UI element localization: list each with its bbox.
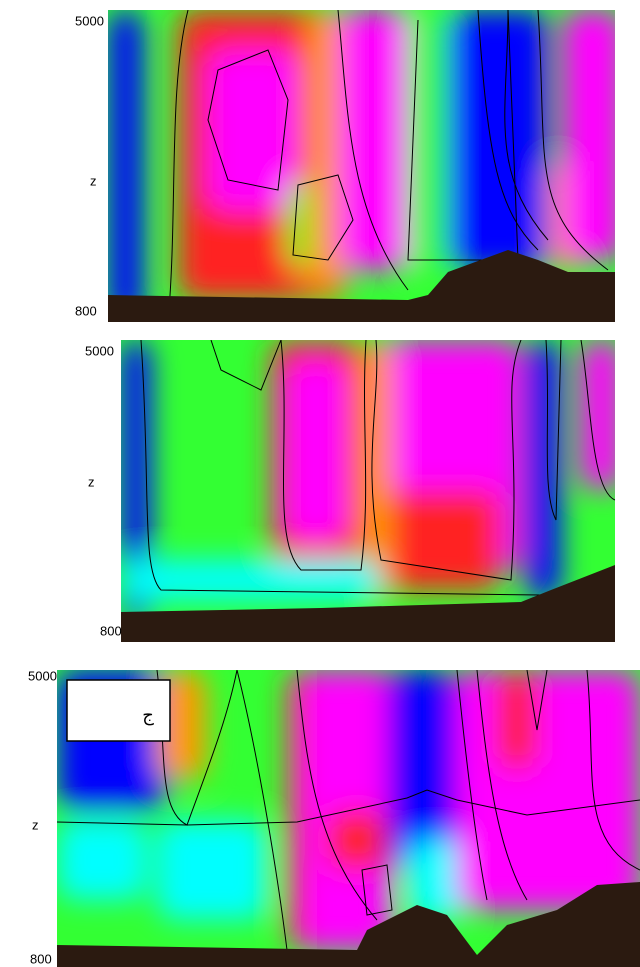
y-top-label: 5000 xyxy=(85,343,114,358)
field-patch xyxy=(497,670,537,770)
field-patch xyxy=(408,10,448,270)
y-top-label: 5000 xyxy=(28,668,57,683)
panel-label: ج xyxy=(142,705,154,726)
y-axis-label: z xyxy=(90,173,97,188)
y-bottom-label: 800 xyxy=(75,303,97,318)
y-axis-label: z xyxy=(88,474,95,489)
y-bottom-label: 800 xyxy=(100,623,122,638)
panel-label-box xyxy=(67,680,170,741)
field-patch xyxy=(286,360,346,540)
y-bottom-label: 800 xyxy=(30,951,52,966)
figure: 5000 z 800 5000 z 800 5000 z 800 ج xyxy=(0,0,640,967)
field-patch xyxy=(327,810,387,870)
panel xyxy=(121,340,621,642)
panel xyxy=(108,10,623,322)
field-patch xyxy=(108,10,143,322)
field-patch xyxy=(581,340,621,490)
field-patch xyxy=(526,340,561,600)
field-patch xyxy=(121,560,381,600)
y-axis-label: z xyxy=(32,817,39,832)
y-top-label: 5000 xyxy=(75,13,104,28)
field-patch xyxy=(563,10,623,260)
field-patch xyxy=(448,10,548,270)
field-patch xyxy=(57,820,147,900)
field-patch xyxy=(457,670,640,910)
field-patch xyxy=(157,820,267,920)
field-patch xyxy=(381,490,501,590)
